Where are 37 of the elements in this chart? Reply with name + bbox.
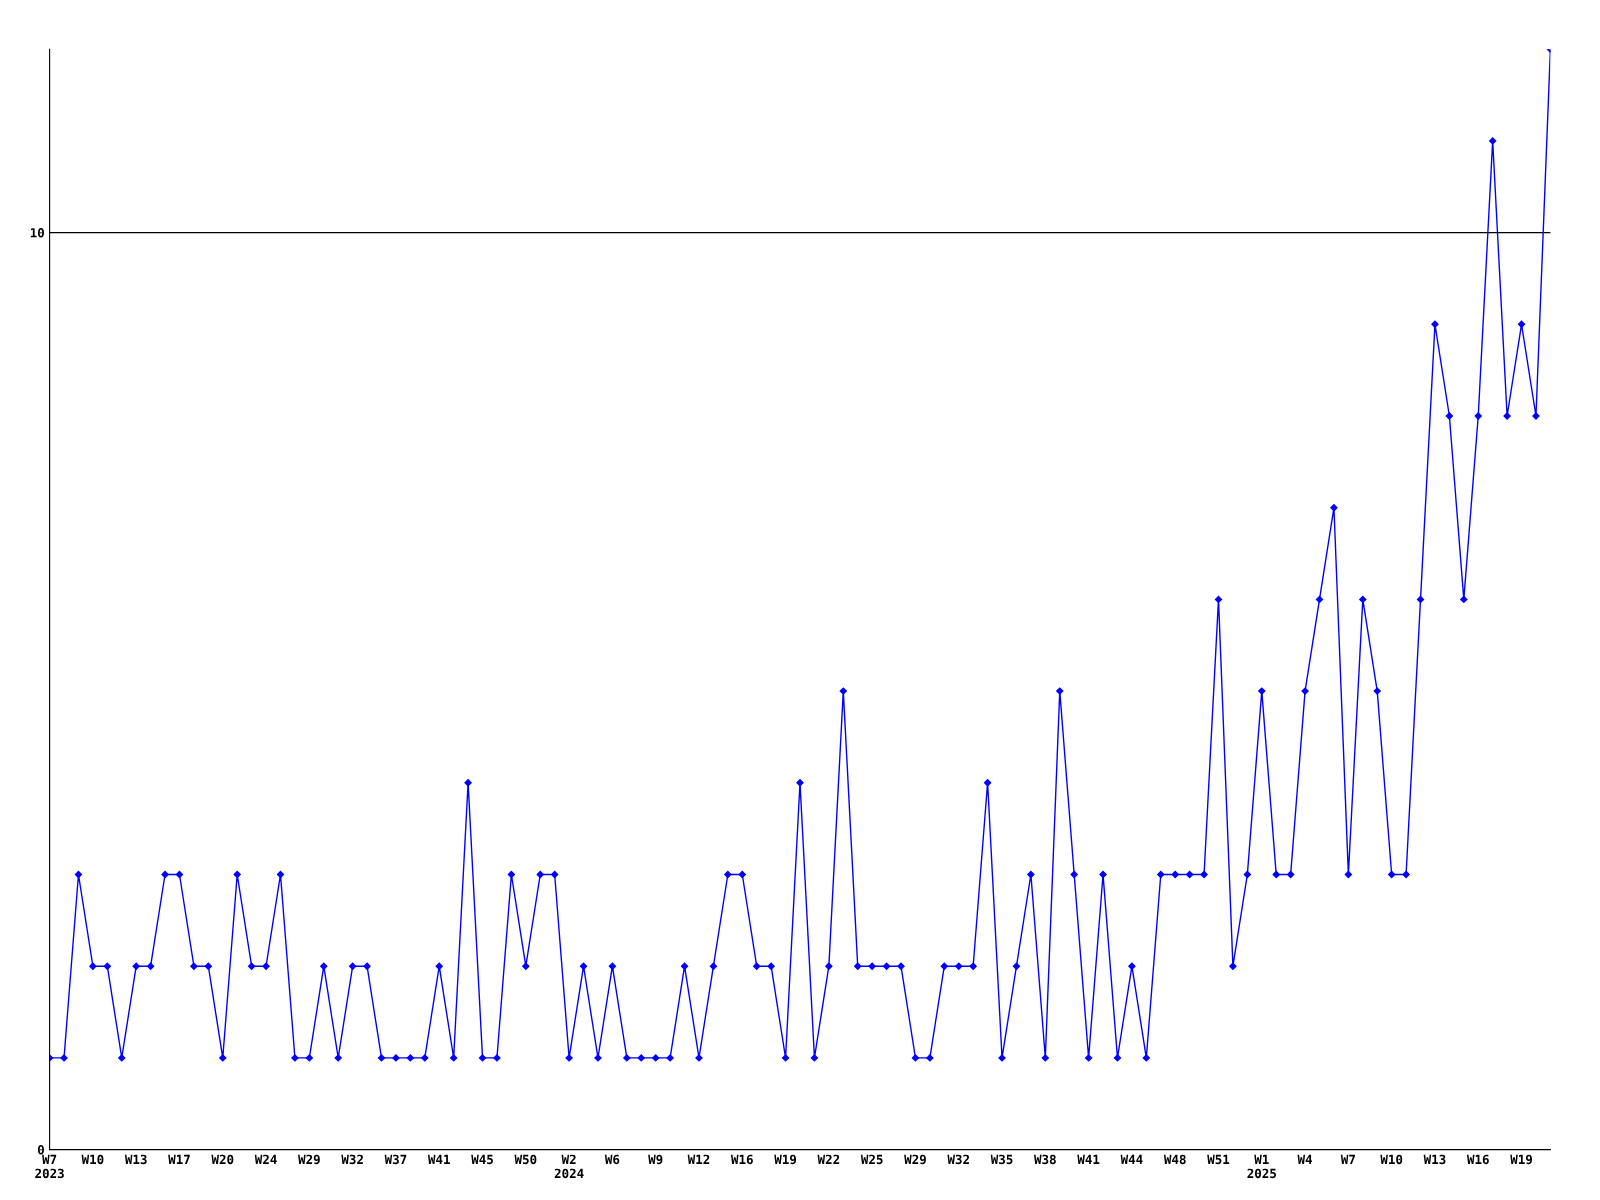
x-tick-label: W29 xyxy=(298,1154,320,1165)
x-tick-label: W45 xyxy=(471,1154,493,1165)
x-tick-label: W29 xyxy=(904,1154,926,1165)
y-tick-label: 10 xyxy=(30,228,44,238)
x-tick-label: W41 xyxy=(427,1154,450,1164)
x-tick-label: W41 xyxy=(1077,1154,1100,1164)
x-tick-label: W24 xyxy=(254,1154,277,1164)
x-tick-label: W51 xyxy=(1207,1154,1230,1165)
x-tick-label: W1 2025 xyxy=(1247,1154,1276,1179)
x-tick-label: W37 xyxy=(384,1154,407,1165)
x-tick-label: W6 xyxy=(604,1154,620,1165)
x-tick-label: W10 xyxy=(1380,1154,1403,1165)
x-tick-label: W10 xyxy=(81,1154,104,1165)
x-tick-label: W16 xyxy=(730,1154,753,1165)
x-tick-label: W50 xyxy=(514,1154,537,1165)
x-tick-label: W4 xyxy=(1297,1154,1313,1164)
x-tick-label: W2 2024 xyxy=(554,1154,584,1179)
x-tick-label: W35 xyxy=(990,1154,1013,1165)
x-tick-label: W17 xyxy=(168,1154,190,1164)
x-tick-label: W9 xyxy=(648,1154,663,1165)
y-tick-label: 0 xyxy=(37,1145,44,1155)
x-tick-label: W38 xyxy=(1034,1154,1056,1165)
x-tick-label: W20 xyxy=(211,1154,234,1165)
x-tick-label: W12 xyxy=(687,1154,710,1164)
x-tick-label: W25 xyxy=(860,1154,883,1165)
x-tick-label: W13 xyxy=(1423,1154,1446,1165)
x-tick-label: W32 xyxy=(341,1154,363,1165)
x-tick-label: W7 xyxy=(1340,1154,1355,1164)
x-tick-label: W48 xyxy=(1163,1154,1186,1165)
x-tick-label: W22 xyxy=(817,1154,840,1164)
x-tick-label: W32 xyxy=(947,1154,969,1165)
x-tick-label: W19 xyxy=(774,1154,797,1165)
x-tick-label: W44 xyxy=(1120,1154,1143,1164)
x-tick-label: W13 xyxy=(124,1154,147,1165)
x-tick-label: W19 xyxy=(1510,1154,1533,1165)
x-tick-label: W16 xyxy=(1466,1154,1489,1165)
x-tick-label: W7 2023 xyxy=(35,1154,64,1179)
